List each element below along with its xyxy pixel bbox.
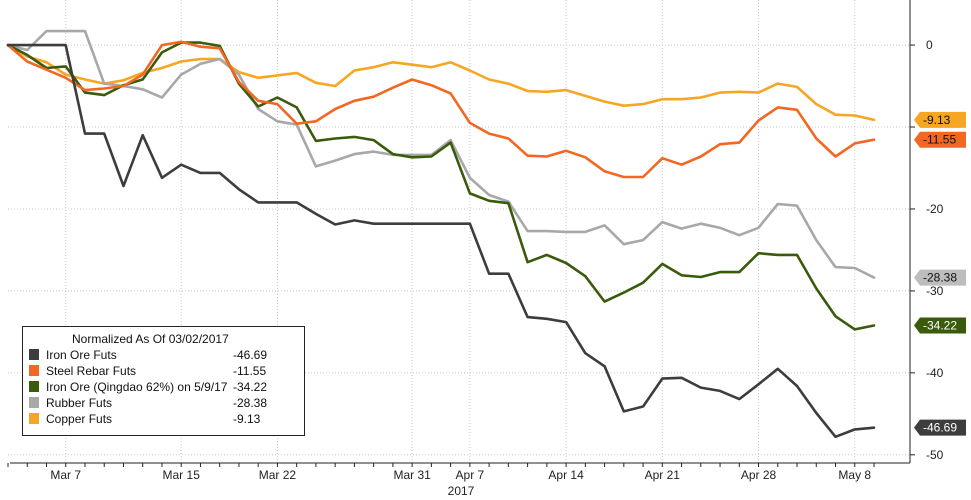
last-value-label-steel-rebar-futs: -11.55 xyxy=(923,133,956,147)
x-tick-label: Apr 7 xyxy=(456,468,485,482)
last-value-label-iron-ore-futs: -46.69 xyxy=(923,421,957,435)
x-tick-label: Apr 21 xyxy=(645,468,681,482)
legend-swatch-copper xyxy=(29,413,39,424)
legend-value-rubber: -28.38 xyxy=(233,396,268,410)
y-tick-label: -40 xyxy=(926,366,944,380)
y-tick-label: -30 xyxy=(926,284,944,298)
series-line-copper-futs xyxy=(6,43,876,122)
legend-item-iron-ore-qingdao: Iron Ore (Qingdao 62%) on 5/9/17 -34.22 xyxy=(29,380,301,394)
legend-label-rubber: Rubber Futs xyxy=(46,396,113,410)
legend-swatch-iron-ore-qingdao xyxy=(29,381,39,392)
x-tick-label: May 8 xyxy=(838,468,871,482)
legend-value-iron-ore-qingdao: -34.22 xyxy=(233,380,268,394)
legend-item-copper: Copper Futs -9.13 xyxy=(29,412,301,426)
x-tick-label: Mar 15 xyxy=(163,468,201,482)
x-tick-label: Mar 22 xyxy=(259,468,297,482)
legend-item-iron-ore: Iron Ore Futs -46.69 xyxy=(29,348,301,362)
legend-swatch-steel-rebar xyxy=(29,365,39,376)
legend-value-steel-rebar: -11.55 xyxy=(233,364,267,378)
grid-layer xyxy=(8,0,910,463)
last-value-label-iron-ore-qingdao-62-on-5-9-17: -34.22 xyxy=(923,318,957,332)
legend-label-iron-ore: Iron Ore Futs xyxy=(46,348,117,362)
series-line-rubber-futs xyxy=(6,29,876,279)
series-layer xyxy=(6,29,876,439)
x-tick-label: Mar 7 xyxy=(50,468,81,482)
last-value-label-copper-futs: -9.13 xyxy=(923,113,951,127)
legend-label-copper: Copper Futs xyxy=(46,412,113,426)
legend-title: Normalized As Of 03/02/2017 xyxy=(72,332,229,346)
last-value-tag-steel-rebar-futs xyxy=(914,131,966,148)
x-tick-label: Apr 14 xyxy=(548,468,584,482)
legend-value-copper: -9.13 xyxy=(233,412,261,426)
legend-label-iron-ore-qingdao: Iron Ore (Qingdao 62%) on 5/9/17 xyxy=(46,380,228,394)
axis-layer: 2017 0 -20 -30 -40 -50 Mar 7 Mar 15 Mar 22 Mar 3… xyxy=(7,0,944,498)
x-axis-year-label: 2017 xyxy=(448,484,475,498)
legend-item-steel-rebar: Steel Rebar Futs -11.55 xyxy=(29,364,301,378)
series-line-iron-ore-qingdao-62-on-5-9-17 xyxy=(6,41,876,331)
legend-item-rubber: Rubber Futs -28.38 xyxy=(29,396,301,410)
y-tick-label: 0 xyxy=(926,38,933,52)
last-value-tag-iron-ore-futs xyxy=(914,419,966,436)
series-line-steel-rebar-futs xyxy=(6,40,876,179)
last-value-tag-rubber-futs xyxy=(914,269,966,286)
last-value-label-rubber-futs: -28.38 xyxy=(923,271,957,285)
x-tick-label: Apr 28 xyxy=(741,468,777,482)
series-line-iron-ore-futs xyxy=(6,43,876,439)
legend-swatch-iron-ore xyxy=(29,349,39,360)
y-tick-label: -50 xyxy=(926,448,944,462)
x-tick-label: Mar 31 xyxy=(393,468,431,482)
legend-swatch-rubber xyxy=(29,397,39,408)
last-value-tags: -46.69 -11.55 -34.22 -28.38 -9.13 xyxy=(914,111,966,436)
legend-label-steel-rebar: Steel Rebar Futs xyxy=(46,364,137,378)
last-value-tag-copper-futs xyxy=(914,111,966,128)
y-tick-label: -20 xyxy=(926,202,944,216)
legend: Normalized As Of 03/02/2017 Iron Ore Fut… xyxy=(22,326,305,436)
legend-value-iron-ore: -46.69 xyxy=(233,348,268,362)
last-value-tag-iron-ore-qingdao-62-on-5-9-17 xyxy=(914,317,966,334)
